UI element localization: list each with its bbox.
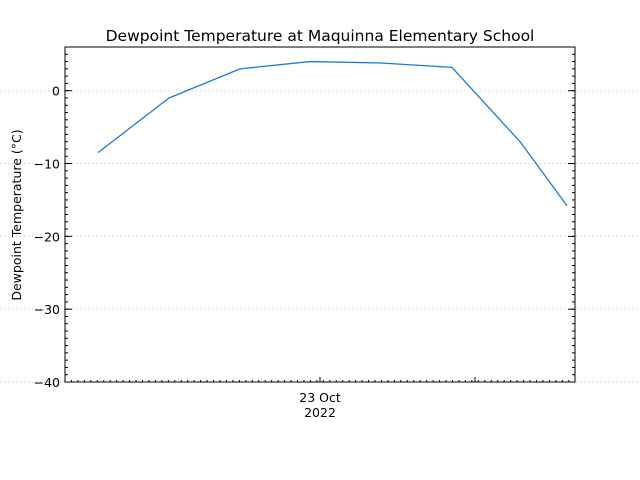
y-tick-label: 0 <box>52 84 60 99</box>
axes <box>64 46 576 383</box>
y-tick-label: −20 <box>34 229 60 244</box>
series-layer <box>97 60 568 207</box>
plot-frame <box>64 46 576 383</box>
series-line <box>97 60 568 207</box>
y-tick-label: −10 <box>34 157 60 172</box>
y-tick-label: −30 <box>34 302 60 317</box>
chart-title: Dewpoint Temperature at Maquinna Element… <box>106 27 535 45</box>
x-tick-label-year: 2022 <box>304 405 336 420</box>
x-tick-label: 23 Oct <box>299 390 341 405</box>
gridlines <box>0 90 640 383</box>
y-tick-label: −40 <box>34 375 60 390</box>
y-axis-label: Dewpoint Temperature (°C) <box>9 129 24 300</box>
labels: Dewpoint Temperature at Maquinna Element… <box>9 27 534 420</box>
